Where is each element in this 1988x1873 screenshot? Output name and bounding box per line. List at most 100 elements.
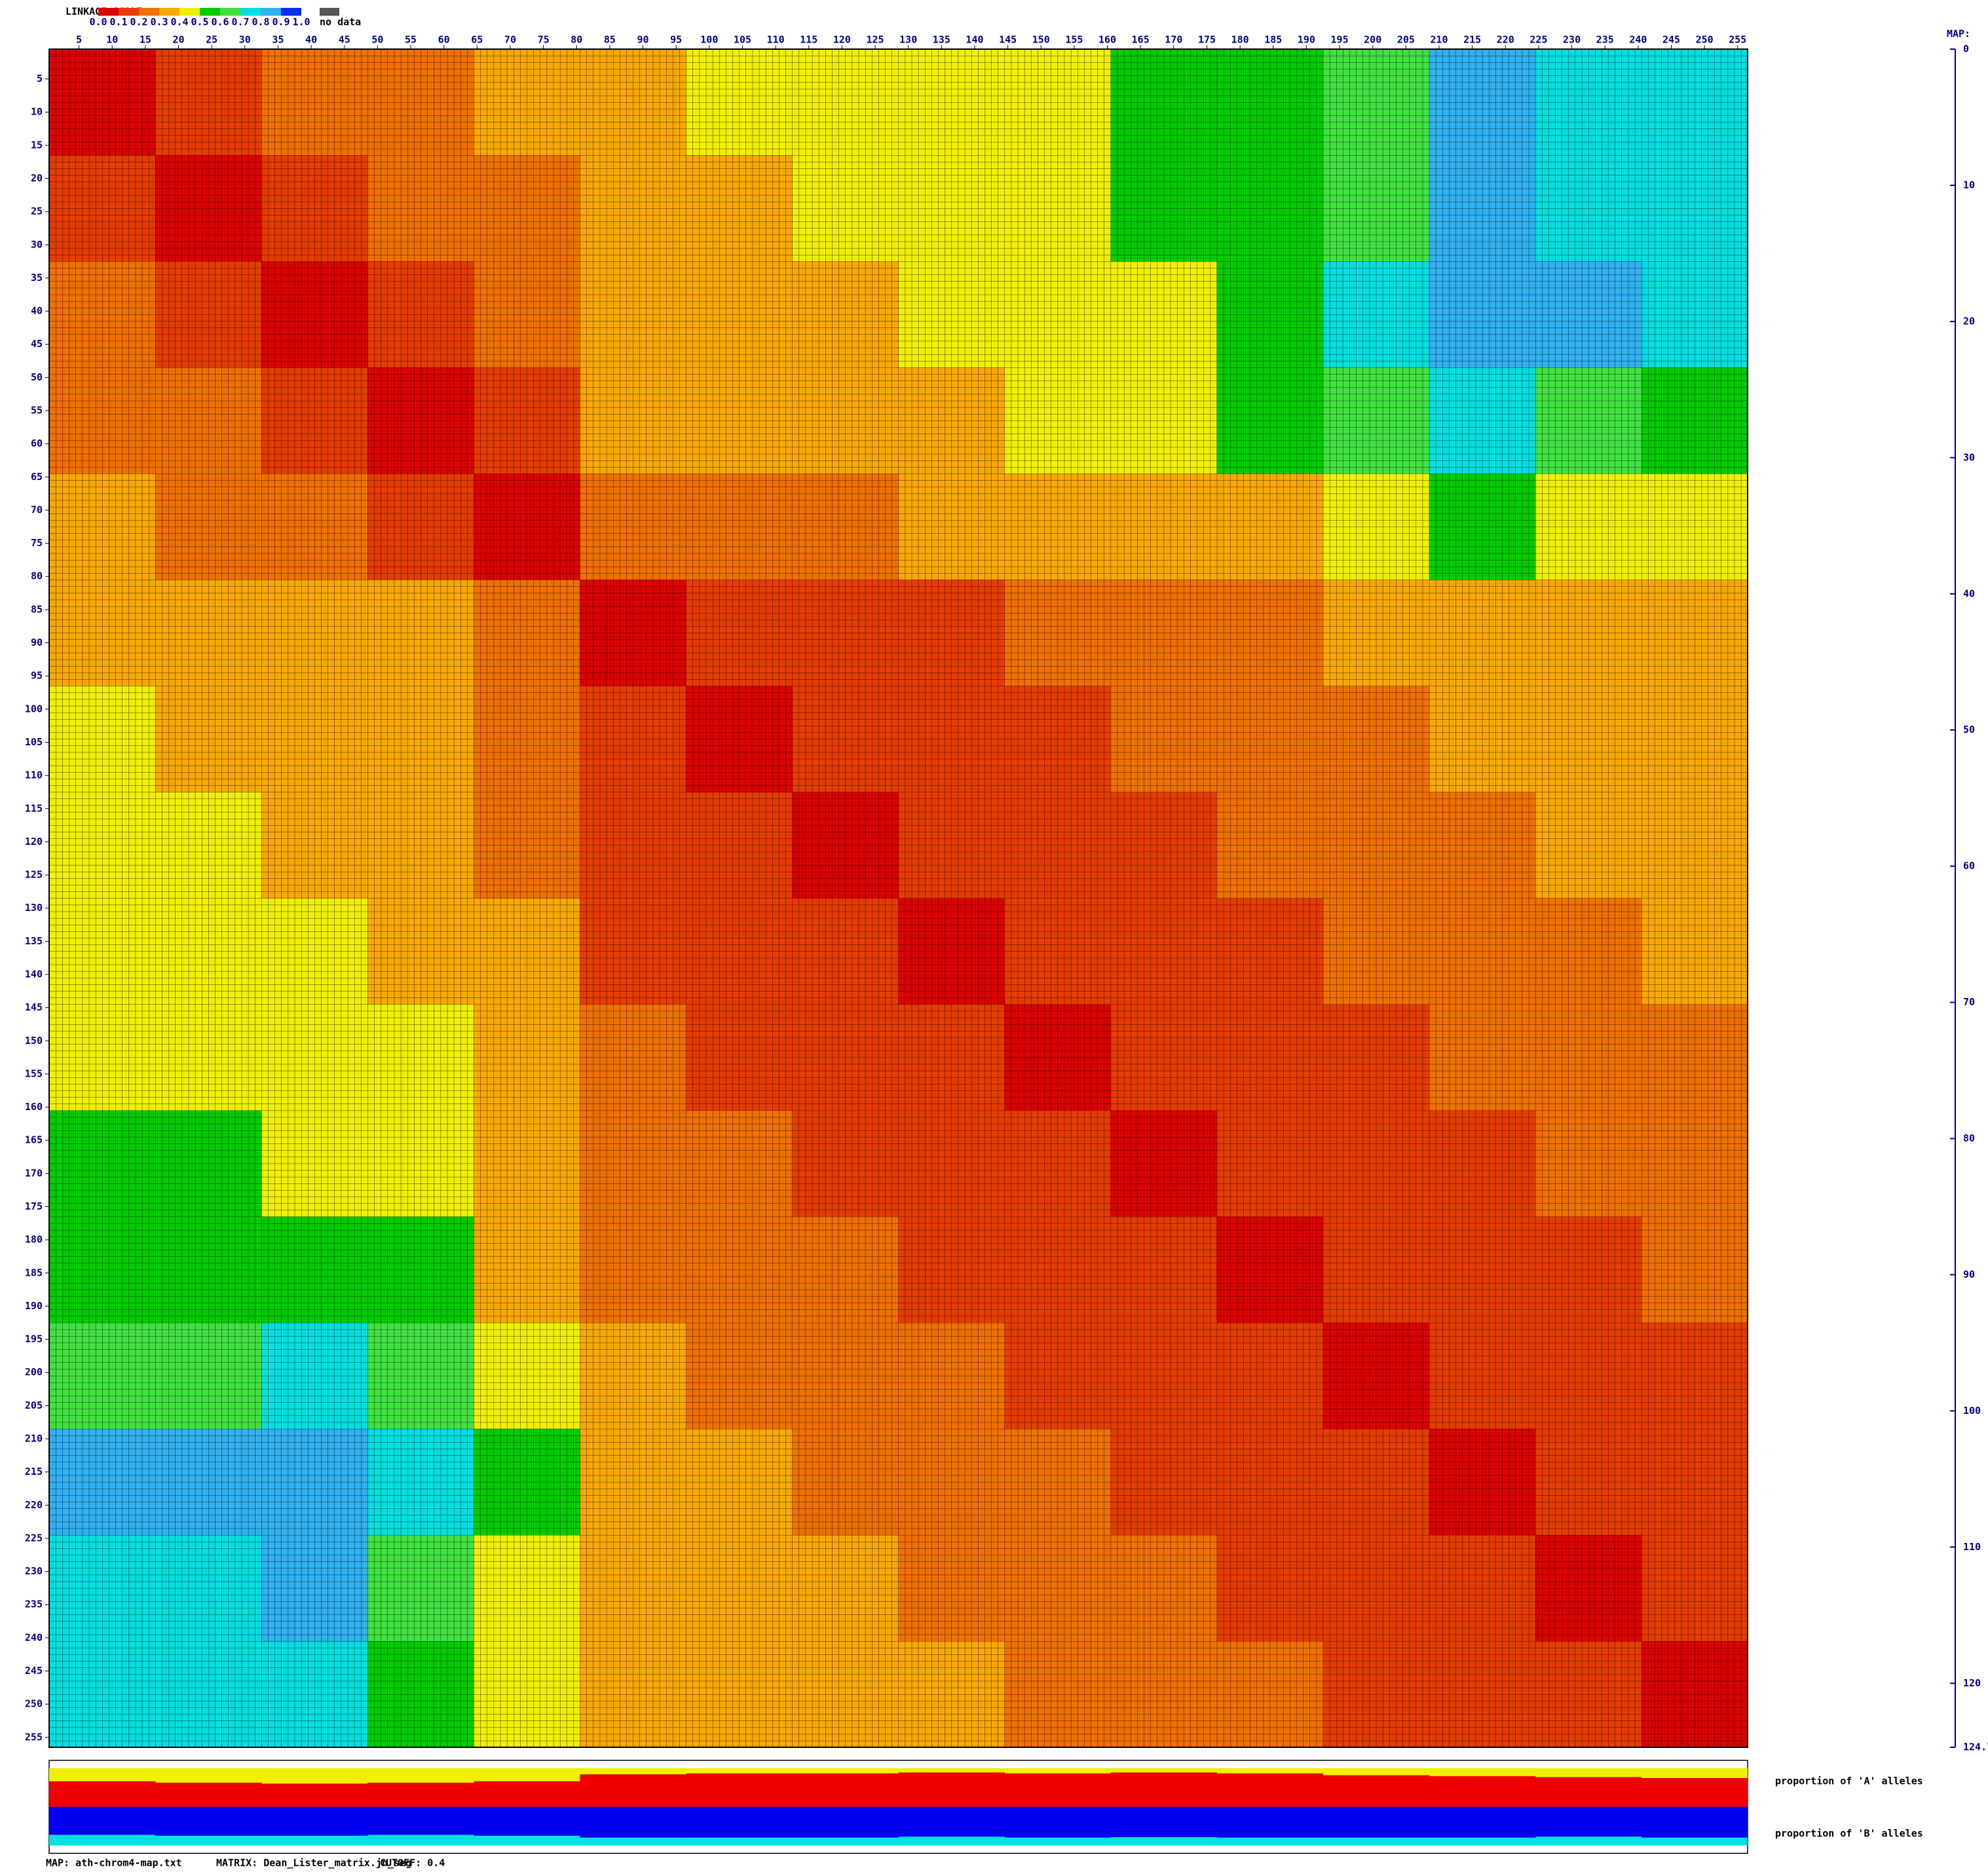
allele-a-bar (580, 1774, 686, 1807)
allele-a-label: proportion of 'A' alleles (1775, 1775, 1923, 1787)
x-tick-label: 90 (637, 34, 649, 46)
allele-b-bar (1429, 1807, 1536, 1838)
allele-b-bar (474, 1807, 580, 1836)
x-tick-label: 170 (1165, 34, 1182, 46)
y-tick-label: 125 (25, 869, 43, 881)
x-tick-label: 150 (1032, 34, 1050, 46)
y-tick-label: 70 (31, 504, 43, 515)
legend-swatch (159, 8, 179, 16)
y-tick-label: 175 (25, 1200, 43, 1212)
x-tick-label: 205 (1397, 34, 1415, 46)
y-tick-label: 160 (25, 1101, 43, 1113)
y-tick-label: 170 (25, 1167, 43, 1179)
map-tick-label: 0 (1963, 43, 1969, 55)
allele-b-bar (580, 1807, 686, 1838)
legend-swatch (281, 8, 301, 16)
allele-b-bar (1004, 1807, 1112, 1838)
allele-a-bar (261, 1783, 368, 1807)
y-tick-label: 5 (37, 73, 43, 84)
legend-swatch (261, 8, 281, 16)
x-tick-label: 5 (76, 34, 82, 46)
legend-label: 0.6 (211, 16, 229, 28)
y-tick-label: 10 (31, 106, 43, 118)
allele-a-bar (1004, 1773, 1112, 1807)
x-tick-label: 15 (140, 34, 151, 46)
allele-b-bar (1535, 1807, 1642, 1837)
allele-b-label: proportion of 'B' alleles (1775, 1828, 1923, 1840)
legend-swatch (139, 8, 159, 16)
x-tick-label: 250 (1696, 34, 1714, 46)
x-tick-label: 60 (438, 34, 450, 46)
map-tick-label: 110 (1963, 1541, 1981, 1553)
y-tick-label: 20 (31, 172, 43, 184)
y-tick-label: 135 (25, 935, 43, 947)
x-tick-label: 200 (1364, 34, 1381, 46)
x-tick-label: 125 (867, 34, 884, 46)
y-tick-label: 45 (31, 338, 43, 350)
footer-matrix: MATRIX: Dean_Lister_matrix.jn_seg (216, 1857, 411, 1869)
legend-swatch (200, 8, 220, 16)
x-tick-label: 75 (538, 34, 550, 46)
map-tick-label: 50 (1963, 724, 1975, 735)
y-tick-label: 140 (25, 968, 43, 980)
cell-grid (49, 49, 1748, 1747)
legend-label: 0.5 (191, 16, 208, 28)
allele-a-bar (792, 1773, 899, 1807)
x-tick-label: 135 (933, 34, 950, 46)
y-tick-label: 120 (25, 836, 43, 847)
allele-b-bar (1322, 1807, 1430, 1838)
y-tick-label: 215 (25, 1466, 43, 1477)
y-tick-label: 200 (25, 1366, 43, 1378)
x-tick-label: 20 (172, 34, 184, 46)
x-tick-label: 10 (106, 34, 118, 46)
y-tick-label: 210 (25, 1433, 43, 1445)
x-tick-label: 185 (1264, 34, 1282, 46)
y-tick-label: 155 (25, 1067, 43, 1079)
y-tick-label: 195 (25, 1333, 43, 1345)
x-tick-label: 80 (571, 34, 582, 46)
map-tick-label: 60 (1963, 860, 1975, 872)
y-tick-label: 35 (31, 272, 43, 284)
footer-cutoff: CUTOFF: 0.4 (380, 1857, 445, 1869)
map-tick-label: 80 (1963, 1132, 1975, 1144)
legend-swatch (179, 8, 200, 16)
legend-swatch (98, 8, 119, 16)
legend-label: 0.1 (109, 16, 127, 28)
matrix-border (48, 48, 1748, 1748)
allele-a-bar (155, 1783, 262, 1807)
y-tick-label: 245 (25, 1665, 43, 1677)
x-tick-label: 50 (371, 34, 383, 46)
x-tick-label: 145 (999, 34, 1017, 46)
y-tick-label: 190 (25, 1300, 43, 1312)
y-tick-label: 145 (25, 1001, 43, 1013)
allele-a-bar (1429, 1776, 1536, 1807)
y-tick-label: 80 (31, 570, 43, 582)
allele-b-bar (367, 1807, 474, 1835)
allele-b-bar (261, 1807, 368, 1836)
x-tick-label: 210 (1430, 34, 1448, 46)
y-tick-label: 165 (25, 1134, 43, 1146)
x-tick-label: 190 (1298, 34, 1315, 46)
map-tick-label: 100 (1963, 1405, 1981, 1417)
map-tick-label: 20 (1963, 315, 1975, 327)
allele-b-bar (792, 1807, 899, 1838)
y-tick-label: 60 (31, 437, 43, 449)
x-tick-label: 255 (1729, 34, 1746, 46)
y-tick-label: 75 (31, 537, 43, 549)
x-tick-label: 85 (604, 34, 616, 46)
x-tick-label: 130 (899, 34, 917, 46)
x-tick-label: 110 (767, 34, 785, 46)
legend-swatch (240, 8, 261, 16)
allele-a-bar (49, 1781, 156, 1807)
y-tick-label: 205 (25, 1400, 43, 1411)
map-tick-label: 40 (1963, 587, 1975, 599)
y-tick-label: 240 (25, 1631, 43, 1643)
legend-label: 0.8 (252, 16, 269, 28)
x-tick-label: 30 (239, 34, 251, 46)
no-data-swatch (320, 8, 339, 16)
x-tick-label: 245 (1662, 34, 1680, 46)
allele-a-bar (686, 1773, 793, 1807)
legend-label: 0.7 (231, 16, 249, 28)
legend-label: 0.4 (170, 16, 188, 28)
